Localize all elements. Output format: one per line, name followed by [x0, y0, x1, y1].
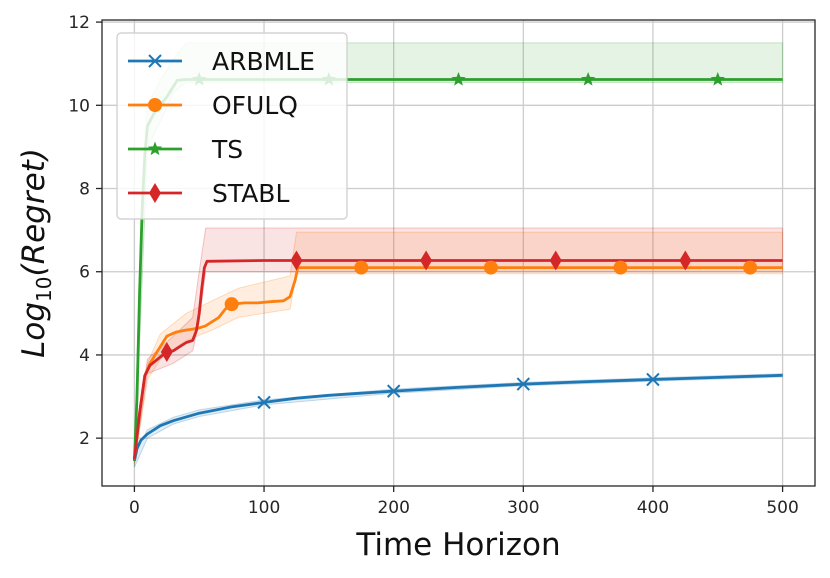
- legend-item-ts: TS: [128, 135, 243, 164]
- marker-ofulq: [483, 260, 498, 275]
- legend-label-arbmle: ARBMLE: [212, 47, 315, 76]
- legend-item-stabl: STABL: [128, 179, 289, 208]
- x-tick-label: 100: [248, 498, 280, 518]
- legend-marker-arbmle: [148, 54, 162, 68]
- x-tick-label: 400: [637, 498, 669, 518]
- x-tick-label: 300: [507, 498, 539, 518]
- x-axis-title: Time Horizon: [355, 527, 560, 563]
- band-arbmle: [133, 373, 784, 468]
- marker-arbmle: [646, 372, 660, 387]
- x-tick-label: 200: [377, 498, 409, 518]
- confidence-bands: [133, 42, 784, 468]
- y-tick-label: 10: [68, 96, 90, 116]
- legend-label-stabl: STABL: [212, 179, 289, 208]
- marker-ofulq: [354, 260, 369, 275]
- legend-item-ofulq: OFULQ: [128, 91, 298, 120]
- plot-frame: [101, 19, 816, 487]
- legend-label-ofulq: OFULQ: [212, 91, 298, 120]
- series-lines: [133, 78, 783, 462]
- legend-label-ts: TS: [211, 135, 243, 164]
- marker-arbmle: [257, 395, 271, 410]
- marker-ofulq: [743, 260, 758, 275]
- marker-arbmle: [516, 377, 531, 391]
- legend-marker-ts: [147, 141, 163, 156]
- axis-ticks: 0 100 200 300 400 500 2 4 6 8 10 12: [68, 13, 798, 518]
- line-stabl: [133, 259, 783, 460]
- y-tick-label: 8: [79, 180, 90, 200]
- y-axis-title: Log10(Regret): [16, 148, 56, 358]
- marker-stabl: [420, 250, 433, 271]
- marker-stabl: [160, 342, 173, 363]
- marker-stabl: [290, 250, 303, 271]
- x-tick-label: 500: [766, 498, 798, 518]
- line-arbmle: [133, 373, 783, 462]
- series-markers: [160, 72, 758, 410]
- y-tick-label: 6: [79, 263, 90, 283]
- y-axis-title-base: Log: [16, 302, 52, 358]
- y-tick-label: 4: [79, 346, 90, 366]
- legend-box: [116, 32, 348, 220]
- y-axis-title-argument: (Regret): [16, 148, 52, 276]
- y-tick-label: 12: [68, 13, 90, 33]
- y-axis-title-subscript: 10: [32, 277, 56, 302]
- legend-marker-stabl: [149, 183, 161, 203]
- x-tick-label: 0: [129, 498, 140, 518]
- y-tick-label: 2: [79, 429, 90, 449]
- marker-ts: [581, 72, 596, 86]
- marker-stabl: [549, 250, 562, 271]
- marker-stabl: [679, 250, 692, 271]
- marker-ts: [710, 72, 725, 86]
- marker-ofulq: [613, 260, 628, 275]
- legend-marker-ofulq: [148, 98, 162, 112]
- line-ofulq: [133, 266, 783, 460]
- legend-item-arbmle: ARBMLE: [128, 47, 315, 76]
- marker-arbmle: [386, 384, 401, 398]
- marker-ofulq: [224, 297, 239, 312]
- marker-ts: [451, 72, 466, 86]
- legend: ARBMLE OFULQ TS STABL: [116, 32, 348, 220]
